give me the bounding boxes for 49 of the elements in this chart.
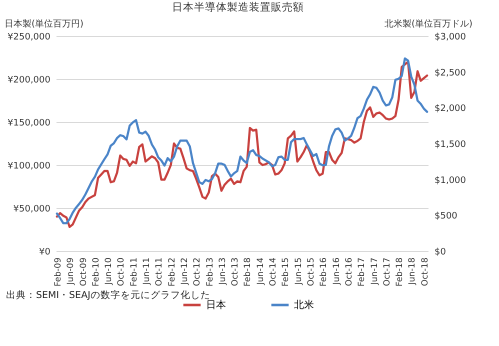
x-tick-label: Oct-17 [382, 258, 392, 286]
x-tick-label: Feb-18 [395, 258, 406, 286]
y-tick-label: ¥150,000 [8, 118, 51, 128]
y-tick-label: ¥200,000 [8, 76, 51, 86]
x-tick-label: Feb-16 [319, 258, 330, 286]
x-tick-label: Jun-09 [66, 258, 76, 286]
y2-tick-label: $3,000 [434, 32, 466, 42]
legend-label: 日本 [206, 299, 226, 311]
y-tick-label: ¥50,000 [13, 204, 51, 214]
x-tick-label: Oct-18 [420, 258, 430, 286]
chart-title: 日本半導体製造装置販売額 [172, 0, 304, 14]
x-tick-label: Jun-13 [218, 258, 228, 286]
y2-tick-label: $1,500 [434, 140, 466, 150]
y-axis-title: 日本製(単位百万円) [4, 18, 84, 30]
x-tick-label: Oct-16 [344, 258, 354, 286]
x-tick-label: Jun-12 [180, 258, 190, 286]
x-tick-label: Oct-11 [154, 258, 165, 286]
y-tick-label: ¥0 [39, 248, 51, 258]
x-tick-label: Oct-12 [192, 258, 203, 286]
x-tick-label: Feb-11 [129, 258, 140, 286]
x-tick-label: Jun-18 [408, 258, 418, 286]
x-tick-label: Jun-10 [104, 258, 114, 286]
y2-axis-title: 北米製(単位百万ドル) [384, 18, 472, 30]
x-tick-label: Oct-09 [78, 258, 89, 286]
y-tick-label: ¥100,000 [8, 162, 51, 172]
x-tick-label: Feb-10 [91, 258, 102, 286]
y-tick-label: ¥250,000 [8, 32, 51, 42]
x-tick-label: Feb-12 [167, 258, 178, 286]
x-tick-label: Jun-14 [256, 258, 266, 286]
x-tick-label: Jun-15 [294, 258, 304, 286]
y2-tick-label: $500 [434, 212, 458, 222]
x-tick-label: Oct-10 [116, 258, 127, 286]
x-tick-label: Feb-09 [53, 258, 64, 286]
y2-tick-label: $2,000 [434, 104, 466, 114]
x-tick-label: Feb-18 [243, 258, 254, 286]
x-tick-label: Jun-11 [142, 258, 152, 286]
y2-tick-label: $0 [434, 248, 446, 258]
x-tick-label: Feb-17 [357, 258, 368, 286]
x-tick-label: Oct-15 [306, 258, 317, 286]
x-tick-label: Jun-17 [370, 258, 380, 286]
y2-tick-label: $1,000 [434, 176, 466, 186]
legend-label: 北米 [294, 299, 314, 311]
x-tick-label: Jun-16 [332, 258, 342, 286]
y2-tick-label: $2,500 [434, 68, 466, 78]
x-tick-label: Oct-14 [268, 258, 279, 286]
x-tick-label: Feb-15 [281, 258, 292, 286]
x-tick-label: Oct-13 [230, 258, 241, 286]
source-note: 出典：SEMI・SEAJの数字を元にグラフ化した [6, 289, 210, 301]
x-tick-label: Feb-13 [205, 258, 216, 286]
